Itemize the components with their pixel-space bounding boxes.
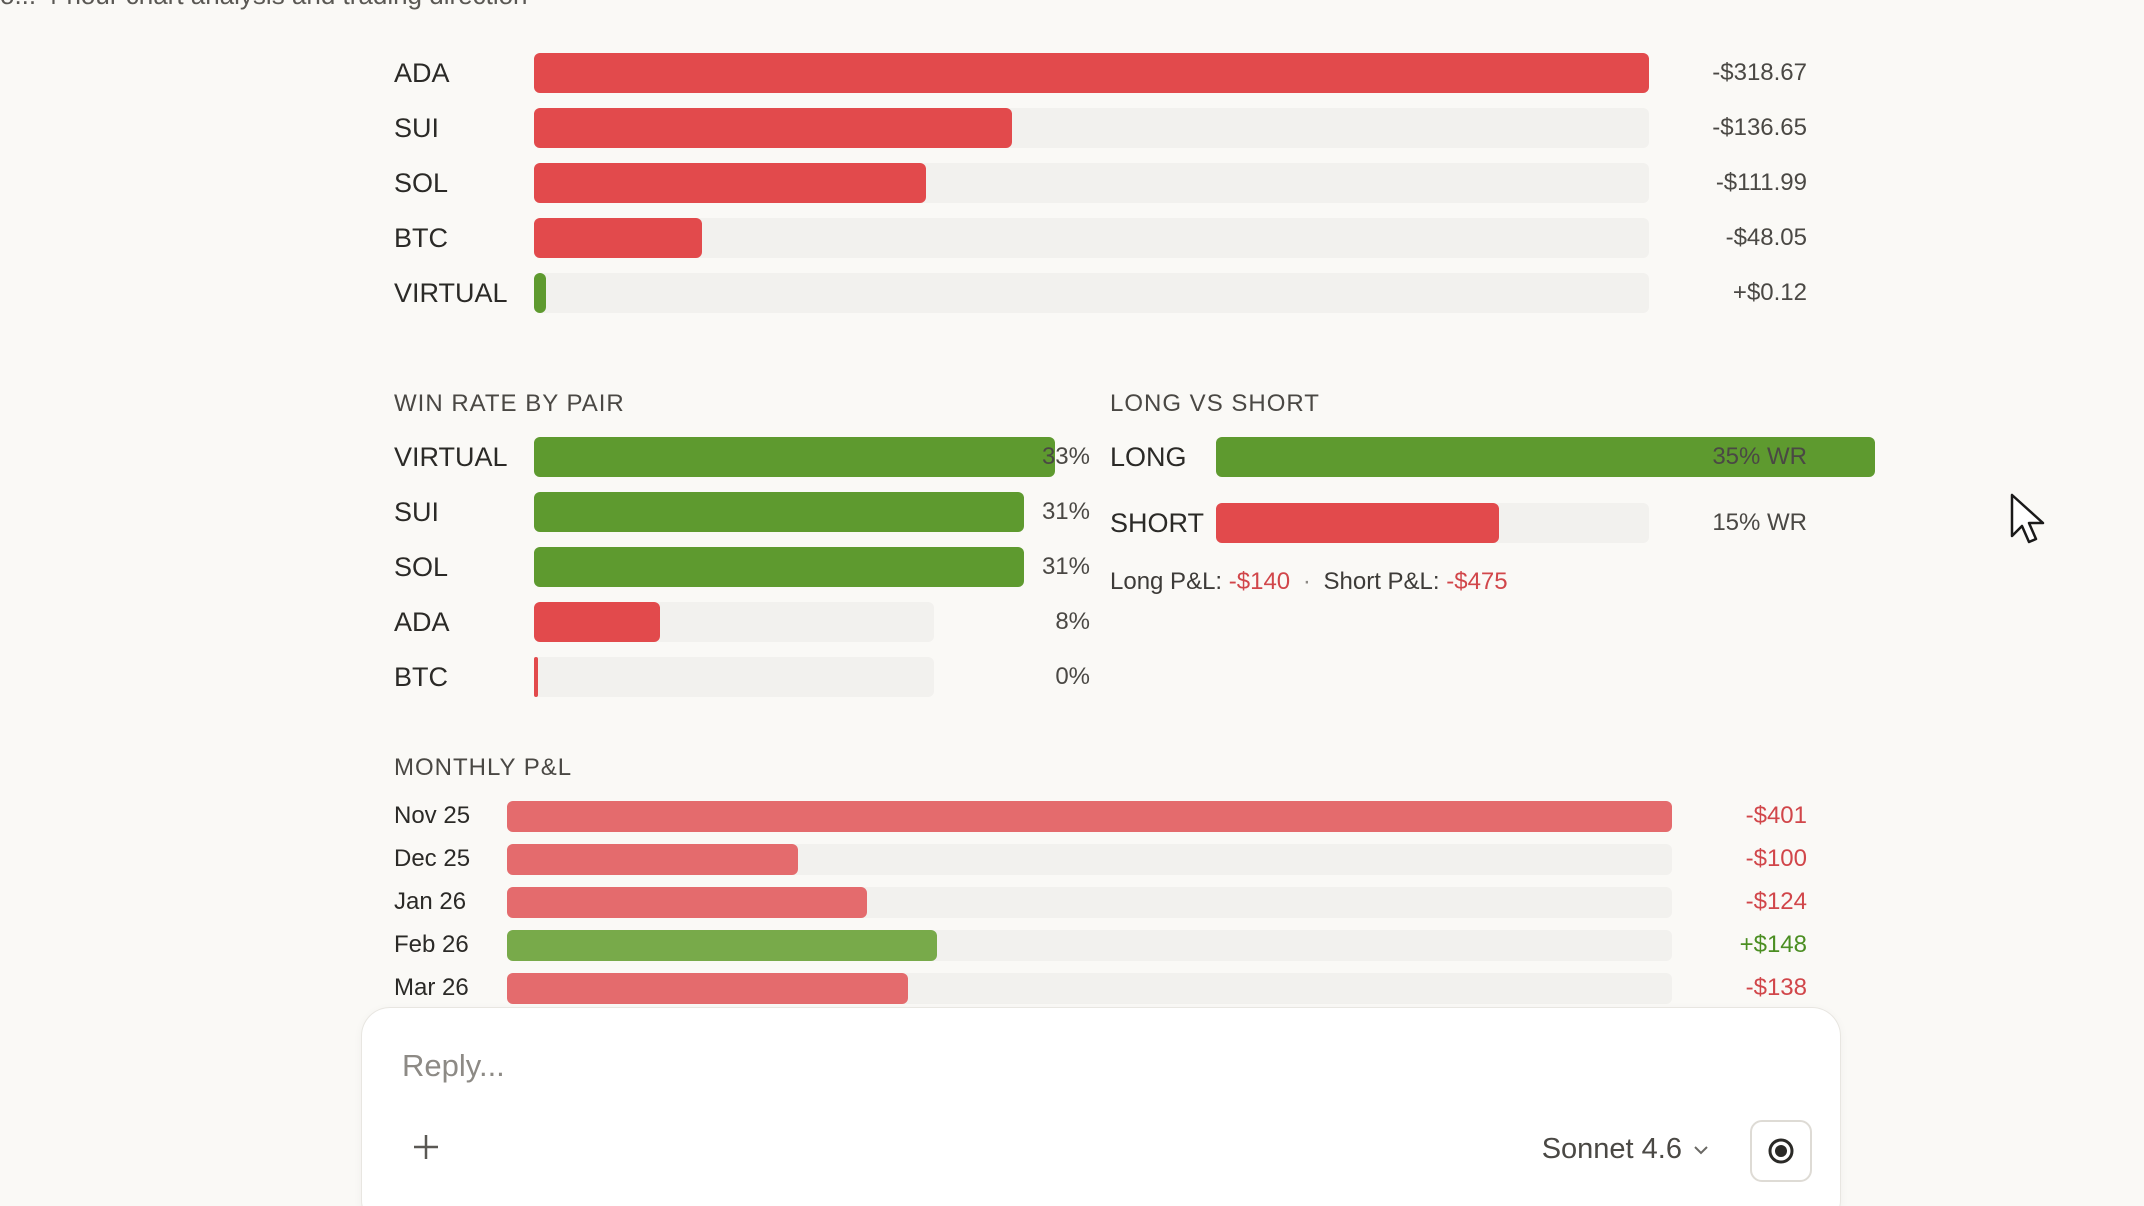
- chevron-down-icon: [1694, 1145, 1708, 1154]
- win-rate-row-label: ADA: [394, 607, 450, 637]
- monthly-row-track: [507, 801, 1672, 832]
- win-rate-row-value: 0%: [1055, 663, 1090, 690]
- monthly-row-bar: [507, 887, 868, 918]
- short-pnl-label: Short P&L:: [1323, 568, 1440, 595]
- win-rate-row-bar: [534, 437, 1056, 477]
- pnl-row-label: SOL: [394, 168, 449, 198]
- monthly-pnl-title: MONTHLY P&L: [394, 754, 573, 781]
- pnl-row-label: VIRTUAL: [394, 278, 508, 308]
- monthly-row-value: -$124: [1745, 888, 1807, 915]
- long-short-row-label: SHORT: [1110, 508, 1205, 538]
- monthly-row-bar: [507, 801, 1672, 832]
- long-short-row-track: [1216, 437, 1876, 477]
- pnl-row-track: [534, 218, 1649, 258]
- model-selector[interactable]: Sonnet 4.6: [1542, 1133, 1710, 1166]
- summary-separator: ·: [1302, 568, 1311, 595]
- long-short-row-bar: [1216, 437, 1876, 477]
- pnl-row-label: SUI: [394, 113, 440, 143]
- pnl-row-bar: [534, 218, 703, 258]
- long-short-row-value: 35% WR: [1712, 443, 1807, 470]
- win-rate-row-track: [534, 492, 1024, 532]
- pnl-row-value: +$0.12: [1732, 279, 1807, 306]
- win-rate-row-label: VIRTUAL: [394, 442, 508, 472]
- monthly-row-value: -$401: [1745, 802, 1807, 829]
- pnl-row-label: ADA: [394, 58, 450, 88]
- win-rate-row-track: [534, 547, 1024, 587]
- long-short-row-bar: [1216, 503, 1499, 543]
- monthly-row-bar: [507, 844, 798, 875]
- long-short-row-value: 15% WR: [1712, 509, 1807, 536]
- pnl-row-track: [534, 53, 1649, 93]
- win-rate-row-bar: [534, 492, 1024, 532]
- win-rate-row-label: SUI: [394, 497, 440, 527]
- win-rate-title: WIN RATE BY PAIR: [394, 390, 625, 417]
- monthly-row-label: Nov 25: [394, 802, 471, 829]
- pnl-row-track: [534, 273, 1649, 313]
- pnl-row-value: -$318.67: [1712, 59, 1807, 86]
- plus-icon: [414, 1135, 438, 1159]
- model-label: Sonnet 4.6: [1541, 1133, 1682, 1165]
- long-pnl-value: -$140: [1228, 568, 1291, 595]
- pnl-row-bar: [534, 273, 546, 313]
- pnl-row-value: -$111.99: [1715, 169, 1807, 196]
- win-rate-row-value: 31%: [1041, 498, 1090, 525]
- pnl-row-bar: [534, 163, 926, 203]
- win-rate-row-value: 8%: [1055, 608, 1090, 635]
- win-rate-row-track: [534, 602, 934, 642]
- pnl-row-value: -$136.65: [1712, 114, 1807, 141]
- win-rate-row-bar: [534, 602, 661, 642]
- win-rate-row-bar: [534, 547, 1024, 587]
- win-rate-row-bar: [534, 657, 538, 697]
- add-attachment-button[interactable]: [406, 1128, 446, 1168]
- monthly-row-value: -$100: [1745, 845, 1807, 872]
- mouse-cursor-icon: [2010, 493, 2045, 544]
- pnl-row-bar: [534, 108, 1013, 148]
- win-rate-row-track: [534, 437, 1056, 477]
- stop-icon: [1768, 1138, 1794, 1164]
- reply-input[interactable]: Reply...: [402, 1048, 505, 1083]
- long-short-row-label: LONG: [1110, 442, 1187, 472]
- pnl-row-bar: [534, 53, 1649, 93]
- monthly-row-value: -$138: [1745, 974, 1807, 1001]
- win-rate-row-value: 31%: [1041, 553, 1090, 580]
- long-short-row-track: [1216, 503, 1649, 543]
- monthly-row-track: [507, 930, 1672, 961]
- monthly-row-track: [507, 887, 1672, 918]
- reply-composer: Reply... Sonnet 4.6: [362, 1008, 1840, 1206]
- monthly-row-label: Dec 25: [394, 845, 471, 872]
- pnl-row-track: [534, 108, 1649, 148]
- truncated-heading: o... 4-hour chart analysis and trading d…: [0, 0, 528, 11]
- monthly-row-label: Feb 26: [394, 931, 469, 958]
- pnl-row-track: [534, 163, 1649, 203]
- long-short-summary: Long P&L: -$140 · Short P&L: -$475: [1110, 568, 1508, 596]
- monthly-row-bar: [507, 973, 908, 1004]
- monthly-row-bar: [507, 930, 937, 961]
- long-short-title: LONG VS SHORT: [1110, 390, 1320, 417]
- long-pnl-label: Long P&L:: [1110, 568, 1223, 595]
- monthly-row-label: Mar 26: [394, 974, 469, 1001]
- pnl-row-value: -$48.05: [1725, 224, 1807, 251]
- pnl-row-label: BTC: [394, 223, 448, 253]
- monthly-row-value: +$148: [1739, 931, 1807, 958]
- monthly-row-track: [507, 844, 1672, 875]
- win-rate-row-label: SOL: [394, 552, 449, 582]
- win-rate-row-track: [534, 657, 934, 697]
- win-rate-row-label: BTC: [394, 662, 448, 692]
- short-pnl-value: -$475: [1446, 568, 1508, 595]
- stop-button[interactable]: [1750, 1120, 1812, 1182]
- monthly-row-label: Jan 26: [394, 888, 467, 915]
- win-rate-row-value: 33%: [1041, 443, 1090, 470]
- monthly-row-track: [507, 973, 1672, 1004]
